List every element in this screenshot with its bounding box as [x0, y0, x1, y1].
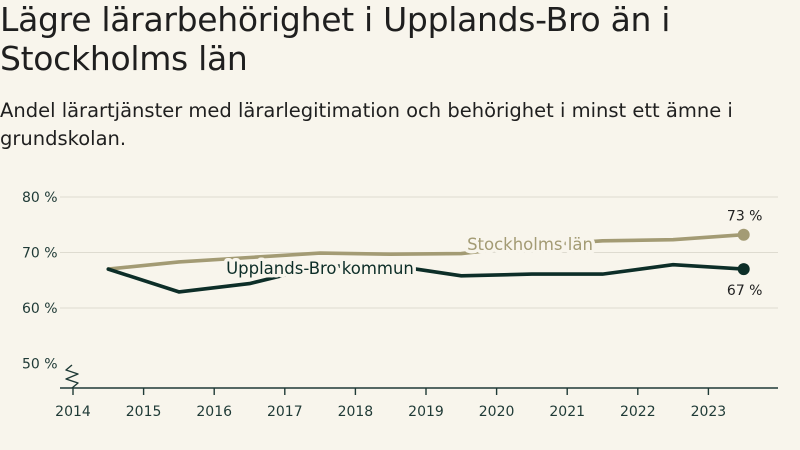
x-tick-label: 2015 [126, 404, 162, 420]
end-value-label: 67 % [727, 283, 763, 299]
x-axis: 2014 2015 2016 2017 2018 2019 2020 2021 2022 2023 [55, 364, 778, 420]
series-lines [106, 228, 750, 294]
x-tick-label: 2019 [408, 404, 444, 420]
y-tick-label: 70 % [22, 246, 58, 262]
chart-subtitle: Andel lärartjänster med lärarlegitimatio… [0, 99, 733, 150]
x-tick-label: 2014 [55, 404, 91, 420]
series-end-marker [737, 228, 750, 241]
y-tick-label: 60 % [22, 301, 58, 317]
x-tick-label: 2020 [479, 404, 515, 420]
x-tick-label: 2022 [620, 404, 656, 420]
series-name-label: Upplands-Bro kommun [226, 259, 414, 278]
x-tick-label: 2023 [691, 404, 727, 420]
axis-break-icon [65, 364, 79, 389]
x-tick-label: 2017 [267, 404, 303, 420]
line-chart: 50 %60 %70 %80 % 2014 2015 2016 2017 2018 201… [22, 190, 778, 420]
series-line [106, 232, 746, 271]
chart-title: Lägre lärarbehörighet i Upplands-Bro än … [0, 0, 671, 78]
x-tick-label: 2016 [196, 404, 232, 420]
x-tick-label: 2021 [549, 404, 585, 420]
series-name-label: Stockholms län [467, 235, 593, 254]
series-end-marker [737, 263, 750, 276]
y-tick-label: 80 % [22, 190, 58, 206]
y-axis-ticks: 50 % 60 % 70 % 80 % [22, 190, 58, 373]
series-line [106, 262, 746, 294]
end-value-label: 73 % [727, 209, 763, 225]
y-tick-label: 50 % [22, 357, 58, 373]
series-labels: Stockholms län Upplands-Bro kommun 73 % 67 … [223, 209, 763, 299]
x-tick-label: 2018 [338, 404, 374, 420]
